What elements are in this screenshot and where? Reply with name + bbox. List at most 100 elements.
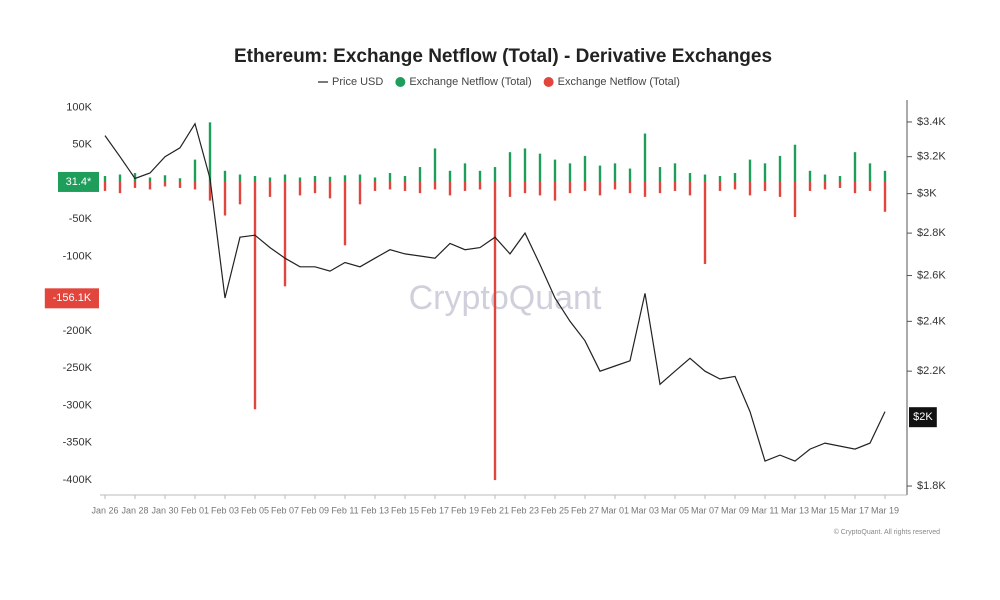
- y-tick-label: -200K: [63, 325, 93, 337]
- netflow-bar: [823, 174, 827, 182]
- netflow-bar: [433, 148, 437, 182]
- y2-tick-label: $3K: [917, 188, 937, 200]
- x-tick-label: Mar 03: [631, 505, 659, 515]
- netflow-bar: [808, 181, 812, 191]
- netflow-bar: [103, 181, 107, 191]
- netflow-bar: [853, 181, 857, 194]
- legend-swatch: [395, 77, 406, 87]
- netflow-bar: [163, 181, 167, 187]
- x-tick-label: Mar 11: [751, 505, 778, 515]
- value-label: 31.4*: [66, 176, 92, 188]
- netflow-bar: [283, 174, 287, 182]
- x-tick-label: Mar 09: [721, 505, 749, 515]
- y-tick-label: -250K: [63, 362, 93, 374]
- netflow-bar: [373, 177, 377, 182]
- netflow-bar: [208, 181, 212, 201]
- netflow-bar: [583, 155, 587, 182]
- netflow-bar: [313, 181, 317, 194]
- netflow-bar: [598, 165, 602, 182]
- netflow-bar: [778, 181, 782, 197]
- y2-tick-label: $2.6K: [917, 269, 946, 281]
- netflow-bar: [388, 173, 392, 182]
- value-label: -156.1K: [53, 292, 92, 304]
- netflow-bar: [613, 181, 617, 190]
- netflow-bar: [373, 181, 377, 191]
- legend-swatch: [543, 77, 554, 87]
- netflow-bar: [358, 181, 362, 205]
- x-tick-label: Feb 05: [241, 505, 269, 515]
- y-tick-label: 50K: [72, 139, 92, 151]
- netflow-bar: [583, 181, 587, 191]
- netflow-bar: [358, 174, 362, 182]
- netflow-bar: [508, 181, 512, 197]
- x-tick-label: Jan 26: [91, 505, 118, 515]
- netflow-bar: [538, 181, 542, 196]
- legend-label: Exchange Netflow (Total): [409, 76, 531, 88]
- netflow-bar: [853, 152, 857, 182]
- netflow-bar: [178, 178, 182, 182]
- netflow-bar: [838, 176, 842, 182]
- chart-title: Ethereum: Exchange Netflow (Total) - Der…: [234, 46, 772, 67]
- netflow-bar: [553, 181, 557, 201]
- value-label-box: [909, 407, 937, 428]
- y2-tick-label: $3.4K: [917, 116, 946, 128]
- netflow-bar: [718, 181, 722, 191]
- netflow-bar: [868, 163, 872, 182]
- netflow-bar: [268, 181, 272, 197]
- netflow-bar: [238, 181, 242, 205]
- y2-tick-label: $2.2K: [917, 365, 946, 377]
- netflow-bar: [748, 181, 752, 196]
- netflow-bar: [868, 181, 872, 191]
- netflow-bar: [493, 167, 497, 182]
- x-tick-label: Feb 09: [301, 505, 329, 515]
- x-tick-label: Mar 17: [841, 505, 869, 515]
- netflow-bar: [223, 170, 227, 182]
- y2-tick-label: $2.4K: [917, 315, 946, 327]
- netflow-bar: [193, 181, 197, 190]
- netflow-bar: [253, 176, 257, 182]
- y-tick-label: -50K: [69, 213, 93, 225]
- netflow-bar: [328, 176, 332, 182]
- x-tick-label: Mar 19: [871, 505, 899, 515]
- netflow-bar: [688, 181, 692, 196]
- netflow-bar: [808, 170, 812, 182]
- x-tick-label: Feb 11: [331, 505, 358, 515]
- netflow-bar: [163, 175, 167, 182]
- netflow-bar: [568, 181, 572, 194]
- netflow-bar: [343, 175, 347, 182]
- netflow-bar: [403, 181, 407, 191]
- value-label: $2K: [913, 411, 933, 423]
- netflow-bar: [643, 133, 647, 182]
- y2-tick-label: $1.8K: [917, 480, 946, 492]
- x-tick-label: Feb 25: [541, 505, 569, 515]
- netflow-bar: [433, 181, 437, 190]
- netflow-bar: [883, 181, 887, 212]
- netflow-bar: [418, 167, 422, 182]
- y2-tick-label: $3.2K: [917, 151, 946, 163]
- netflow-bar: [628, 168, 632, 182]
- y-tick-label: -400K: [63, 474, 93, 486]
- x-tick-label: Feb 13: [361, 505, 389, 515]
- x-tick-label: Feb 03: [211, 505, 239, 515]
- x-tick-label: Feb 23: [511, 505, 539, 515]
- netflow-bar: [643, 181, 647, 197]
- netflow-bar: [568, 163, 572, 182]
- netflow-bar: [673, 181, 677, 191]
- netflow-bar: [193, 159, 197, 182]
- netflow-bar: [763, 163, 767, 182]
- y2-tick-label: $2.8K: [917, 227, 946, 239]
- netflow-bar: [718, 176, 722, 182]
- y-tick-label: -350K: [63, 437, 93, 449]
- netflow-bar: [733, 173, 737, 182]
- netflow-bar: [838, 181, 842, 188]
- netflow-bar: [688, 173, 692, 182]
- netflow-bar: [778, 155, 782, 182]
- x-tick-label: Feb 21: [481, 505, 509, 515]
- netflow-bar: [298, 181, 302, 196]
- x-tick-label: Mar 15: [811, 505, 839, 515]
- watermark: CryptoQuant: [409, 279, 602, 317]
- price-line: [104, 122, 886, 462]
- netflow-bar: [883, 170, 887, 182]
- x-tick-label: Feb 15: [391, 505, 419, 515]
- netflow-bar: [448, 181, 452, 196]
